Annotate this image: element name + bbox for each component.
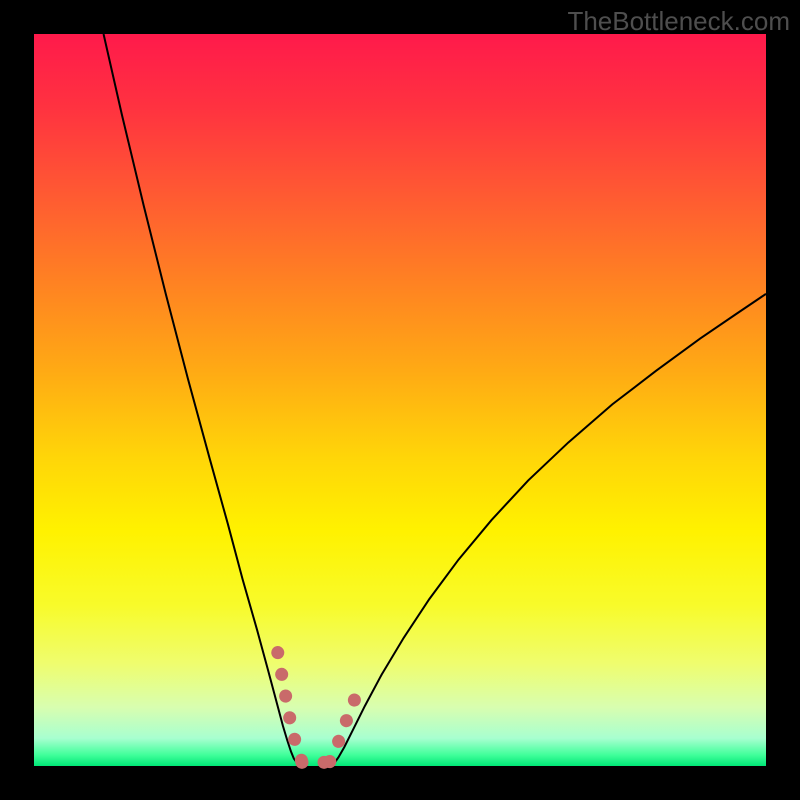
chart-container: TheBottleneck.com — [0, 0, 800, 800]
watermark-text: TheBottleneck.com — [567, 6, 790, 37]
highlight-dots-right — [330, 696, 356, 762]
dotted-overlay-layer — [0, 0, 800, 800]
highlight-dots-left — [278, 653, 302, 762]
